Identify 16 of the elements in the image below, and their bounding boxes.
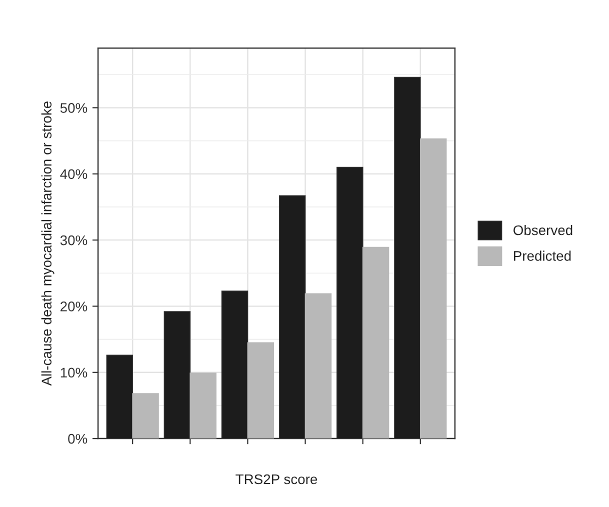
bar — [362, 246, 390, 439]
bar — [132, 393, 159, 439]
bar — [420, 138, 447, 439]
y-tick-label: 50% — [60, 103, 88, 113]
legend-label: Predicted — [514, 250, 571, 261]
bar — [190, 372, 216, 439]
legend-label: Observed — [514, 224, 572, 236]
y-tick-label: 0% — [68, 434, 88, 444]
bar — [304, 293, 332, 439]
y-tick-label: 10% — [60, 368, 88, 378]
y-tick-label: 30% — [60, 235, 88, 246]
x-axis-title: TRS2P score — [236, 474, 318, 484]
y-tick-label: 20% — [60, 302, 88, 312]
y-axis-title: All-cause death myocardial infarction or stroke — [41, 102, 54, 386]
bar — [247, 342, 274, 439]
y-tick-label: 40% — [60, 169, 88, 180]
